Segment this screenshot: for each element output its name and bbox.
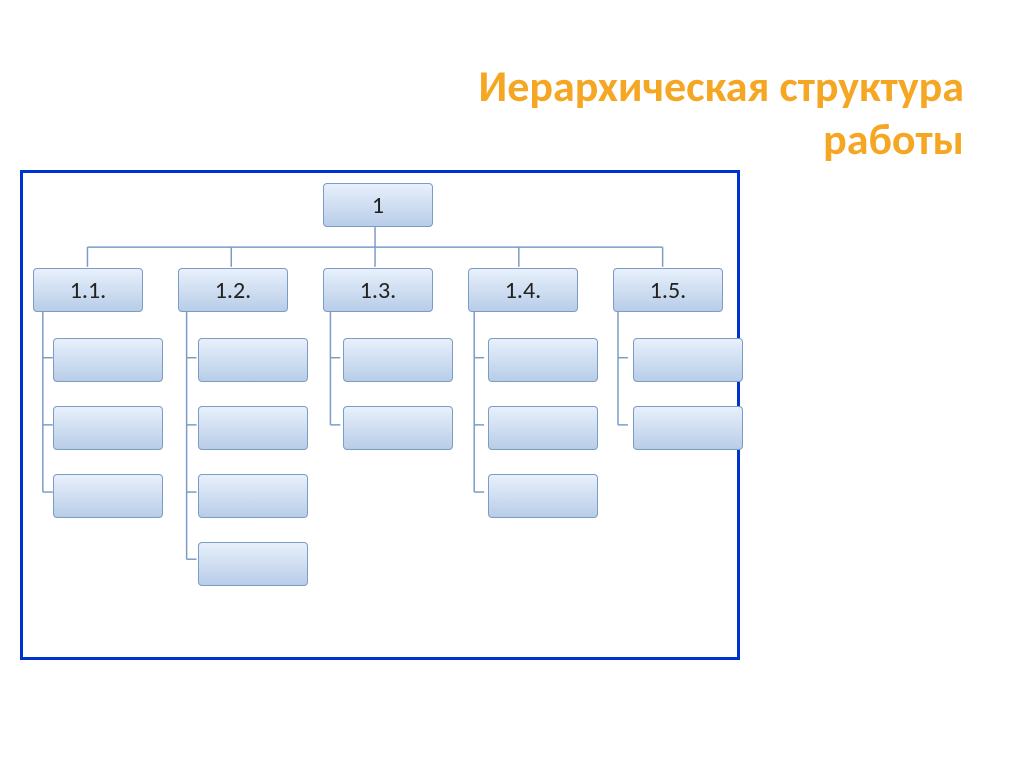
node-leaf-1-4-1 — [488, 338, 598, 382]
node-leaf-1-1-1 — [53, 338, 163, 382]
node-branch-1-4: 1.4. — [468, 268, 578, 312]
node-branch-1-3: 1.3. — [323, 268, 433, 312]
node-leaf-1-3-1 — [343, 338, 453, 382]
diagram-frame: 1 1.1. 1.2. 1.3. 1.4. 1.5. — [20, 170, 740, 660]
page-title: Иерархическая структура работы — [479, 60, 964, 166]
title-line2: работы — [479, 113, 964, 166]
node-leaf-1-5-2 — [633, 406, 743, 450]
node-root: 1 — [323, 183, 433, 227]
title-line1: Иерархическая структура — [479, 60, 964, 113]
node-branch-1-2: 1.2. — [178, 268, 288, 312]
node-leaf-1-3-2 — [343, 406, 453, 450]
node-leaf-1-2-4 — [198, 542, 308, 586]
node-leaf-1-2-2 — [198, 406, 308, 450]
node-leaf-1-1-2 — [53, 406, 163, 450]
node-leaf-1-1-3 — [53, 474, 163, 518]
node-leaf-1-2-1 — [198, 338, 308, 382]
node-branch-1-1: 1.1. — [33, 268, 143, 312]
node-branch-1-5: 1.5. — [613, 268, 723, 312]
node-leaf-1-5-1 — [633, 338, 743, 382]
node-leaf-1-4-3 — [488, 474, 598, 518]
node-leaf-1-2-3 — [198, 474, 308, 518]
node-leaf-1-4-2 — [488, 406, 598, 450]
